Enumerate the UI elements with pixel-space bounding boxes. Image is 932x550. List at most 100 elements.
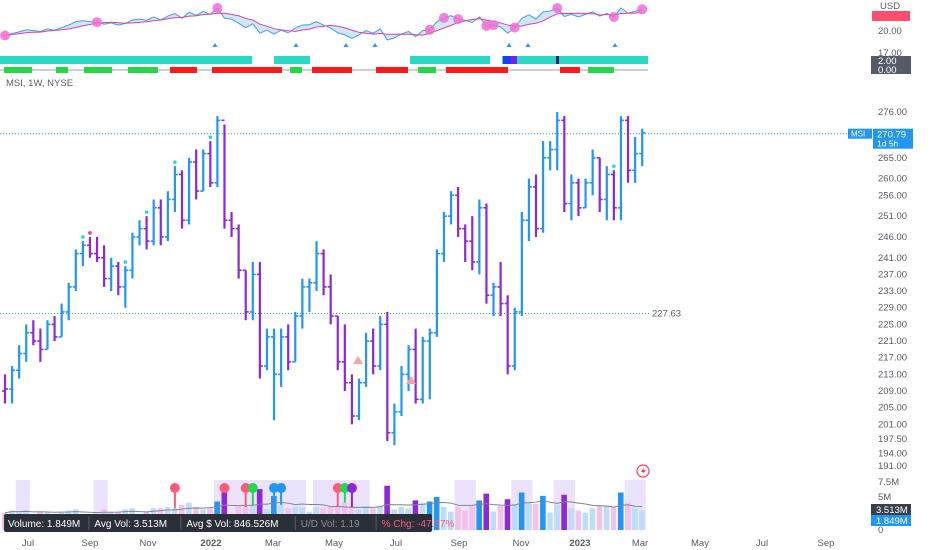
ohlc-bar <box>582 178 589 209</box>
volume-average-line <box>4 500 643 514</box>
ohlc-bar <box>86 236 93 258</box>
volume-bar <box>476 500 482 530</box>
price-axis-tick: 217.00 <box>878 353 907 364</box>
time-axis-tick: Jul <box>756 538 768 549</box>
ohlc-bar <box>334 315 341 371</box>
price-axis-tick: 191.00 <box>878 461 907 472</box>
stats-divider <box>88 516 90 530</box>
ohlc-bar <box>299 278 306 329</box>
ohlc-bar <box>554 112 561 171</box>
ohlc-bar <box>370 328 377 375</box>
price-axis-tick: 260.00 <box>878 174 907 185</box>
indicator-axis-pill <box>872 11 910 21</box>
indicator-triangle-icon <box>372 43 378 47</box>
ohlc-bar <box>249 261 256 321</box>
symbol-header: MSI, 1W, NYSE <box>6 78 73 89</box>
time-axis-tick: Sep <box>818 538 835 549</box>
indicator-peak-dot <box>637 4 648 15</box>
time-axis-tick: Mar <box>265 538 281 549</box>
ohlc-bar <box>193 149 200 200</box>
ohlc-bar <box>419 336 426 404</box>
ohlc-bar <box>79 241 86 267</box>
volume-bar <box>525 503 532 530</box>
signal-block <box>212 67 282 73</box>
price-axis-tick: 276.00 <box>878 107 907 118</box>
band-box <box>871 56 911 74</box>
ohlc-bar <box>455 186 462 237</box>
stats-divider <box>375 516 377 530</box>
ohlc-bar <box>497 261 504 317</box>
indicator-axis-tick-0: 20.00 <box>878 26 902 37</box>
volume-bar <box>596 506 603 530</box>
volume-value: 1.849M <box>876 516 908 527</box>
ohlc-bar <box>228 211 235 237</box>
ohlc-bar <box>603 166 610 221</box>
ohlc-bar <box>356 378 362 421</box>
ohlc-bar <box>2 374 8 404</box>
signal-block <box>418 67 436 73</box>
price-axis-tick: 246.00 <box>878 232 907 243</box>
volume-spike-markers <box>169 483 357 509</box>
time-axis-tick: May <box>325 538 343 549</box>
volume-axis-tick-2: 0 <box>878 525 883 536</box>
time-axis-tick: Jul <box>22 538 34 549</box>
volume-spike-head <box>269 483 280 493</box>
price-axis-tick: 225.00 <box>878 319 907 330</box>
time-axis-tick: May <box>691 538 709 549</box>
volume-spike-head <box>332 483 343 493</box>
ohlc-bar <box>200 149 207 192</box>
ohlc-bar <box>589 149 596 196</box>
ohlc-bar <box>320 249 327 296</box>
price-axis-tick: 241.00 <box>878 253 907 264</box>
signal-block <box>560 67 580 73</box>
signal-block <box>312 67 352 73</box>
ohlc-bar <box>115 261 122 296</box>
ohlc-bar <box>65 282 72 321</box>
volume-bar <box>561 494 567 530</box>
stats-item-0: Volume: 1.849M <box>8 519 80 530</box>
price-axis-tick: 233.00 <box>878 286 907 297</box>
volume-spike-head <box>346 483 357 493</box>
band-blue <box>503 56 511 64</box>
bar-signal-marker <box>208 135 213 139</box>
ohlc-bar <box>391 403 398 446</box>
ohlc-bar <box>221 119 228 229</box>
ohlc-bar <box>610 170 617 221</box>
ohlc-bar <box>575 178 582 217</box>
signal-block <box>4 67 32 73</box>
signal-block <box>56 67 68 73</box>
time-axis-tick: 2022 <box>200 538 221 549</box>
ohlc-bar <box>639 128 646 167</box>
ohlc-bar <box>157 199 164 246</box>
alert-triangle-icon <box>406 376 416 384</box>
volume-bar <box>533 503 539 530</box>
indicator-peak-dot <box>0 30 10 41</box>
indicator-triangle-icon <box>293 43 299 47</box>
ohlc-bar <box>256 261 263 379</box>
stats-item-4: % Chg: -47.37% <box>382 519 455 530</box>
lightning-icon[interactable] <box>636 464 650 478</box>
current-price-countdown: 1d 5h <box>877 139 899 149</box>
price-axis-tick: 237.00 <box>878 269 907 280</box>
bar-signal-marker <box>612 164 616 169</box>
current-price-tag: MSI 270.79 1d 5h <box>848 128 913 149</box>
price-axis-tick: 205.00 <box>878 403 907 414</box>
ohlc-bar <box>384 311 391 442</box>
indicator-peak-dot <box>453 14 464 25</box>
ohlc-bar <box>313 241 320 292</box>
volume-bar <box>384 485 390 530</box>
ohlc-bar <box>164 191 171 242</box>
price-axis: 276.00 265.00 260.00 256.00 251.00 246.00 241.… <box>878 107 907 472</box>
indicator-line-2 <box>4 11 643 37</box>
volume-bar <box>440 507 447 530</box>
ohlc-bar <box>150 199 157 246</box>
volume-spike-head <box>169 483 180 493</box>
ohlc-bar <box>398 366 405 417</box>
price-axis-tick: 251.00 <box>878 211 907 222</box>
ohlc-bar <box>504 295 511 375</box>
stats-divider <box>294 516 296 530</box>
time-axis-tick: Nov <box>140 538 157 549</box>
bar-signal-marker <box>173 160 177 164</box>
bar-signal-marker <box>88 231 92 235</box>
